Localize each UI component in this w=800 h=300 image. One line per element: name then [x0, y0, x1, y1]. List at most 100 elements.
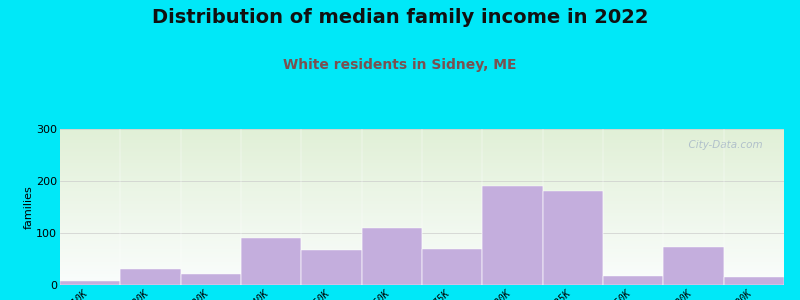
Bar: [60, 176, 784, 177]
Bar: [60, 201, 784, 202]
Bar: [60, 149, 784, 151]
Bar: [482, 186, 542, 285]
Bar: [60, 246, 784, 247]
Bar: [60, 281, 120, 285]
Bar: [60, 160, 784, 162]
Bar: [241, 238, 302, 285]
Bar: [60, 248, 784, 249]
Text: White residents in Sidney, ME: White residents in Sidney, ME: [283, 58, 517, 72]
Text: City-Data.com: City-Data.com: [682, 140, 762, 150]
Bar: [60, 262, 784, 263]
Bar: [60, 213, 784, 215]
Bar: [60, 255, 784, 257]
Bar: [60, 237, 784, 238]
Bar: [60, 233, 784, 235]
Bar: [60, 215, 784, 216]
Bar: [60, 208, 784, 210]
Y-axis label: families: families: [23, 185, 34, 229]
Bar: [60, 207, 784, 208]
Bar: [60, 129, 784, 130]
Bar: [542, 191, 603, 285]
Bar: [60, 193, 784, 194]
Bar: [60, 227, 784, 229]
Bar: [60, 232, 784, 233]
Bar: [60, 259, 784, 260]
Bar: [60, 137, 784, 138]
Bar: [60, 171, 784, 173]
Bar: [60, 244, 784, 246]
Bar: [60, 165, 784, 166]
Bar: [60, 174, 784, 176]
Bar: [60, 146, 784, 148]
Bar: [60, 224, 784, 226]
Bar: [60, 191, 784, 193]
Bar: [60, 265, 784, 266]
Bar: [603, 276, 663, 285]
Bar: [60, 260, 784, 262]
Bar: [60, 194, 784, 196]
Bar: [60, 168, 784, 170]
Bar: [60, 185, 784, 187]
Bar: [60, 143, 784, 145]
Bar: [60, 135, 784, 137]
Bar: [60, 269, 784, 271]
Bar: [60, 274, 784, 276]
Bar: [60, 284, 784, 285]
Bar: [60, 134, 784, 135]
Bar: [60, 235, 784, 237]
Bar: [60, 204, 784, 206]
Bar: [60, 167, 784, 168]
Bar: [60, 271, 784, 272]
Bar: [60, 216, 784, 218]
Bar: [60, 181, 784, 182]
Bar: [60, 130, 784, 132]
Bar: [60, 220, 784, 221]
Bar: [60, 210, 784, 212]
Bar: [60, 199, 784, 201]
Bar: [60, 230, 784, 232]
Bar: [60, 187, 784, 188]
Bar: [60, 154, 784, 155]
Bar: [724, 277, 784, 285]
Bar: [60, 198, 784, 199]
Bar: [60, 162, 784, 163]
Bar: [60, 240, 784, 241]
Bar: [60, 229, 784, 230]
Bar: [60, 243, 784, 244]
Bar: [60, 251, 784, 252]
Bar: [120, 269, 181, 285]
Bar: [60, 279, 784, 280]
Bar: [60, 202, 784, 204]
Bar: [60, 145, 784, 146]
Bar: [362, 228, 422, 285]
Bar: [60, 277, 784, 279]
Bar: [60, 276, 784, 277]
Bar: [60, 280, 784, 282]
Bar: [60, 206, 784, 207]
Text: Distribution of median family income in 2022: Distribution of median family income in …: [152, 8, 648, 27]
Bar: [60, 179, 784, 181]
Bar: [60, 266, 784, 268]
Bar: [60, 138, 784, 140]
Bar: [60, 221, 784, 223]
Bar: [60, 257, 784, 259]
Bar: [60, 182, 784, 184]
Bar: [60, 196, 784, 198]
Bar: [60, 218, 784, 220]
Bar: [60, 142, 784, 143]
Bar: [60, 241, 784, 243]
Bar: [60, 238, 784, 240]
Bar: [60, 190, 784, 191]
Bar: [60, 184, 784, 185]
Bar: [422, 249, 482, 285]
Bar: [60, 155, 784, 157]
Bar: [60, 249, 784, 251]
Bar: [60, 132, 784, 134]
Bar: [60, 212, 784, 213]
Bar: [60, 282, 784, 284]
Bar: [60, 254, 784, 255]
Bar: [60, 157, 784, 159]
Bar: [60, 169, 784, 171]
Bar: [60, 252, 784, 254]
Bar: [60, 173, 784, 174]
